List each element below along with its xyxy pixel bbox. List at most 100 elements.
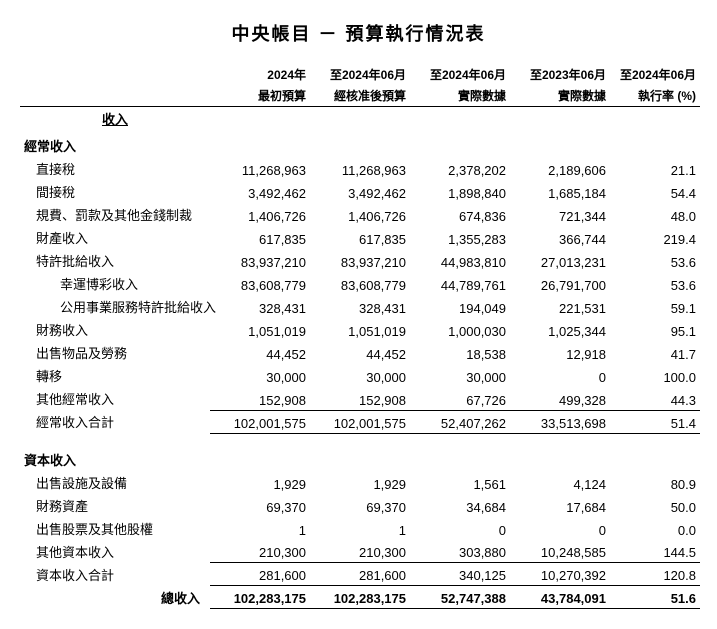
cell-value: 83,608,779 <box>310 272 410 295</box>
cell-value: 44,789,761 <box>410 272 510 295</box>
subtotal-value: 33,513,698 <box>510 410 610 433</box>
cell-value: 10,248,585 <box>510 540 610 563</box>
cell-value: 1,685,184 <box>510 180 610 203</box>
cell-value: 100.0 <box>610 364 700 387</box>
header-row-1: 2024年 至2024年06月 至2024年06月 至2023年06月 至202… <box>20 64 700 85</box>
cell-value: 83,937,210 <box>210 249 310 272</box>
subtotal-value: 102,001,575 <box>310 410 410 433</box>
page-title: 中央帳目 － 預算執行情況表 <box>20 20 697 46</box>
grand-total: 總收入102,283,175102,283,17552,747,38843,78… <box>20 586 700 609</box>
subtotal-value: 51.4 <box>610 410 700 433</box>
recurrent-row: 直接稅11,268,96311,268,9632,378,2022,189,60… <box>20 157 700 180</box>
cell-value: 1,406,726 <box>310 203 410 226</box>
cell-value: 54.4 <box>610 180 700 203</box>
cell-value: 12,918 <box>510 341 610 364</box>
cell-value: 194,049 <box>410 295 510 318</box>
row-label: 其他經常收入 <box>20 387 210 410</box>
cell-value: 21.1 <box>610 157 700 180</box>
cell-value: 1,898,840 <box>410 180 510 203</box>
cell-value: 30,000 <box>410 364 510 387</box>
cell-value: 67,726 <box>410 387 510 410</box>
row-label: 出售物品及勞務 <box>20 341 210 364</box>
col-subheader: 實際數據 <box>510 85 610 107</box>
cell-value: 4,124 <box>510 471 610 494</box>
recurrent-row: 轉移30,00030,00030,0000100.0 <box>20 364 700 387</box>
cell-value: 1 <box>310 517 410 540</box>
capital-row: 出售股票及其他股權11000.0 <box>20 517 700 540</box>
subtotal-value: 281,600 <box>210 563 310 586</box>
cell-value: 219.4 <box>610 226 700 249</box>
recurrent-row: 出售物品及勞務44,45244,45218,53812,91841.7 <box>20 341 700 364</box>
cell-value: 366,744 <box>510 226 610 249</box>
recurrent-subtotal: 經常收入合計102,001,575102,001,57552,407,26233… <box>20 410 700 433</box>
cell-value: 2,378,202 <box>410 157 510 180</box>
subtotal-label: 資本收入合計 <box>20 563 210 586</box>
cell-value: 221,531 <box>510 295 610 318</box>
cell-value: 210,300 <box>210 540 310 563</box>
cell-value: 44,983,810 <box>410 249 510 272</box>
cell-value: 0 <box>410 517 510 540</box>
cell-value: 83,608,779 <box>210 272 310 295</box>
cell-value: 674,836 <box>410 203 510 226</box>
col-header: 至2023年06月 <box>510 64 610 85</box>
cell-value: 721,344 <box>510 203 610 226</box>
cell-value: 0 <box>510 517 610 540</box>
cell-value: 1,025,344 <box>510 318 610 341</box>
subtotal-value: 120.8 <box>610 563 700 586</box>
subtotal-value: 51.6 <box>610 586 700 609</box>
subtotal-value: 43,784,091 <box>510 586 610 609</box>
cell-value: 2,189,606 <box>510 157 610 180</box>
col-header: 2024年 <box>210 64 310 85</box>
col-subheader: 經核准後預算 <box>310 85 410 107</box>
cell-value: 44,452 <box>310 341 410 364</box>
cell-value: 3,492,462 <box>310 180 410 203</box>
capital-row: 出售設施及設備1,9291,9291,5614,12480.9 <box>20 471 700 494</box>
cell-value: 152,908 <box>310 387 410 410</box>
col-subheader: 實際數據 <box>410 85 510 107</box>
cell-value: 1,051,019 <box>310 318 410 341</box>
cell-value: 41.7 <box>610 341 700 364</box>
recurrent-income-title: 經常收入 <box>20 130 700 157</box>
cell-value: 152,908 <box>210 387 310 410</box>
cell-value: 48.0 <box>610 203 700 226</box>
cell-value: 1,000,030 <box>410 318 510 341</box>
capital-income-title: 資本收入 <box>20 448 700 471</box>
row-label: 規費、罰款及其他金錢制裁 <box>20 203 210 226</box>
cell-value: 210,300 <box>310 540 410 563</box>
cell-value: 26,791,700 <box>510 272 610 295</box>
cell-value: 1,406,726 <box>210 203 310 226</box>
subtotal-label: 總收入 <box>20 586 210 609</box>
cell-value: 11,268,963 <box>210 157 310 180</box>
subtotal-value: 52,407,262 <box>410 410 510 433</box>
capital-subtotal: 資本收入合計281,600281,600340,12510,270,392120… <box>20 563 700 586</box>
recurrent-row: 特許批給收入83,937,21083,937,21044,983,81027,0… <box>20 249 700 272</box>
row-label: 財產收入 <box>20 226 210 249</box>
cell-value: 69,370 <box>210 494 310 517</box>
row-label: 出售設施及設備 <box>20 471 210 494</box>
row-label: 直接稅 <box>20 157 210 180</box>
cell-value: 34,684 <box>410 494 510 517</box>
cell-value: 617,835 <box>310 226 410 249</box>
cell-value: 328,431 <box>210 295 310 318</box>
col-header: 至2024年06月 <box>610 64 700 85</box>
cell-value: 144.5 <box>610 540 700 563</box>
cell-value: 617,835 <box>210 226 310 249</box>
recurrent-row: 規費、罰款及其他金錢制裁1,406,7261,406,726674,836721… <box>20 203 700 226</box>
cell-value: 44.3 <box>610 387 700 410</box>
cell-value: 44,452 <box>210 341 310 364</box>
cell-value: 53.6 <box>610 249 700 272</box>
cell-value: 30,000 <box>310 364 410 387</box>
cell-value: 328,431 <box>310 295 410 318</box>
row-label: 公用事業服務特許批給收入 <box>20 295 210 318</box>
cell-value: 0 <box>510 364 610 387</box>
cell-value: 1,051,019 <box>210 318 310 341</box>
subtotal-label: 經常收入合計 <box>20 410 210 433</box>
subtotal-value: 281,600 <box>310 563 410 586</box>
row-label: 轉移 <box>20 364 210 387</box>
col-subheader: 最初預算 <box>210 85 310 107</box>
recurrent-row: 其他經常收入152,908152,90867,726499,32844.3 <box>20 387 700 410</box>
row-label: 其他資本收入 <box>20 540 210 563</box>
cell-value: 1,929 <box>310 471 410 494</box>
capital-row: 財務資產69,37069,37034,68417,68450.0 <box>20 494 700 517</box>
cell-value: 80.9 <box>610 471 700 494</box>
